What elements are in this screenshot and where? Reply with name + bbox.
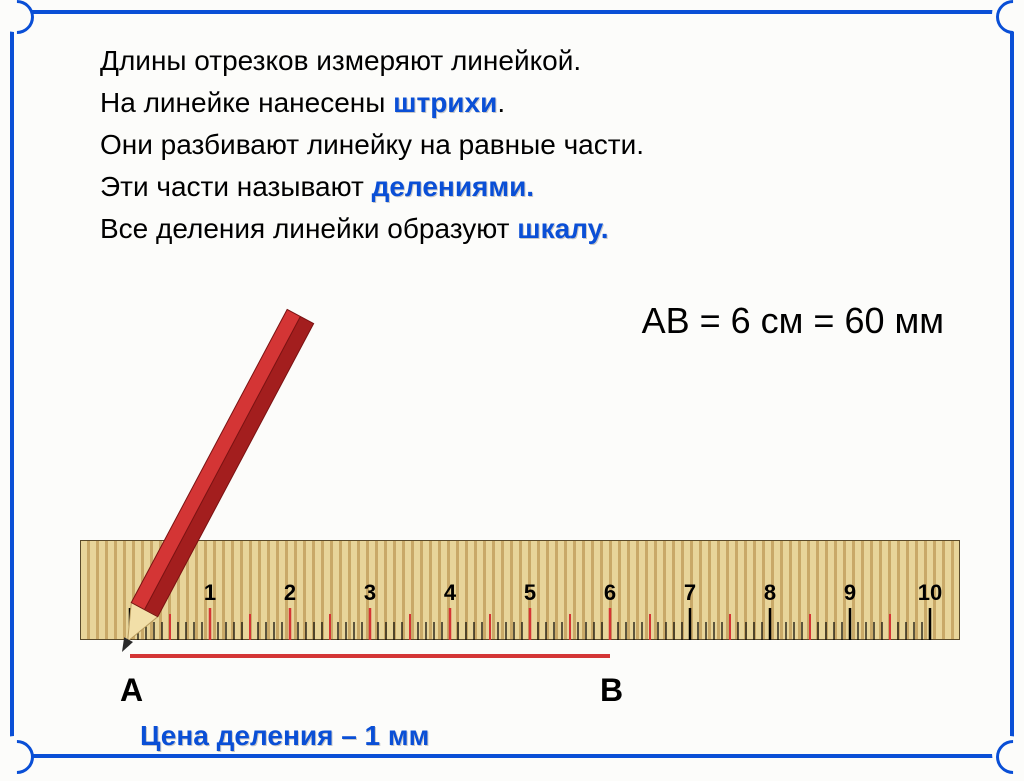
highlight-divisions: делениями. — [372, 171, 535, 202]
segment-ab — [130, 654, 610, 658]
text-line: Все деления линейки образуют — [100, 213, 517, 244]
text-line: На линейке нанесены — [100, 87, 393, 118]
corner-decor — [0, 0, 32, 32]
text-line: Эти части называют — [100, 171, 372, 202]
equation: АВ = 6 см = 60 мм — [642, 300, 944, 342]
point-a-label: A — [120, 672, 143, 709]
text-line: Длины отрезков измеряют линейкой. — [100, 45, 581, 76]
highlight-scale: шкалу. — [517, 213, 608, 244]
text-line: . — [497, 87, 505, 118]
highlight-strokes: штрихи — [393, 87, 497, 118]
lesson-text: Длины отрезков измеряют линейкой. На лин… — [100, 40, 964, 250]
corner-decor — [992, 736, 1024, 772]
ruler-body — [80, 540, 960, 640]
point-b-label: B — [600, 672, 623, 709]
corner-decor — [992, 0, 1024, 32]
division-price-label: Цена деления – 1 мм — [140, 720, 429, 752]
ruler: 12345678910 — [80, 540, 960, 640]
text-line: Они разбивают линейку на равные части. — [100, 129, 644, 160]
corner-decor — [0, 736, 32, 772]
